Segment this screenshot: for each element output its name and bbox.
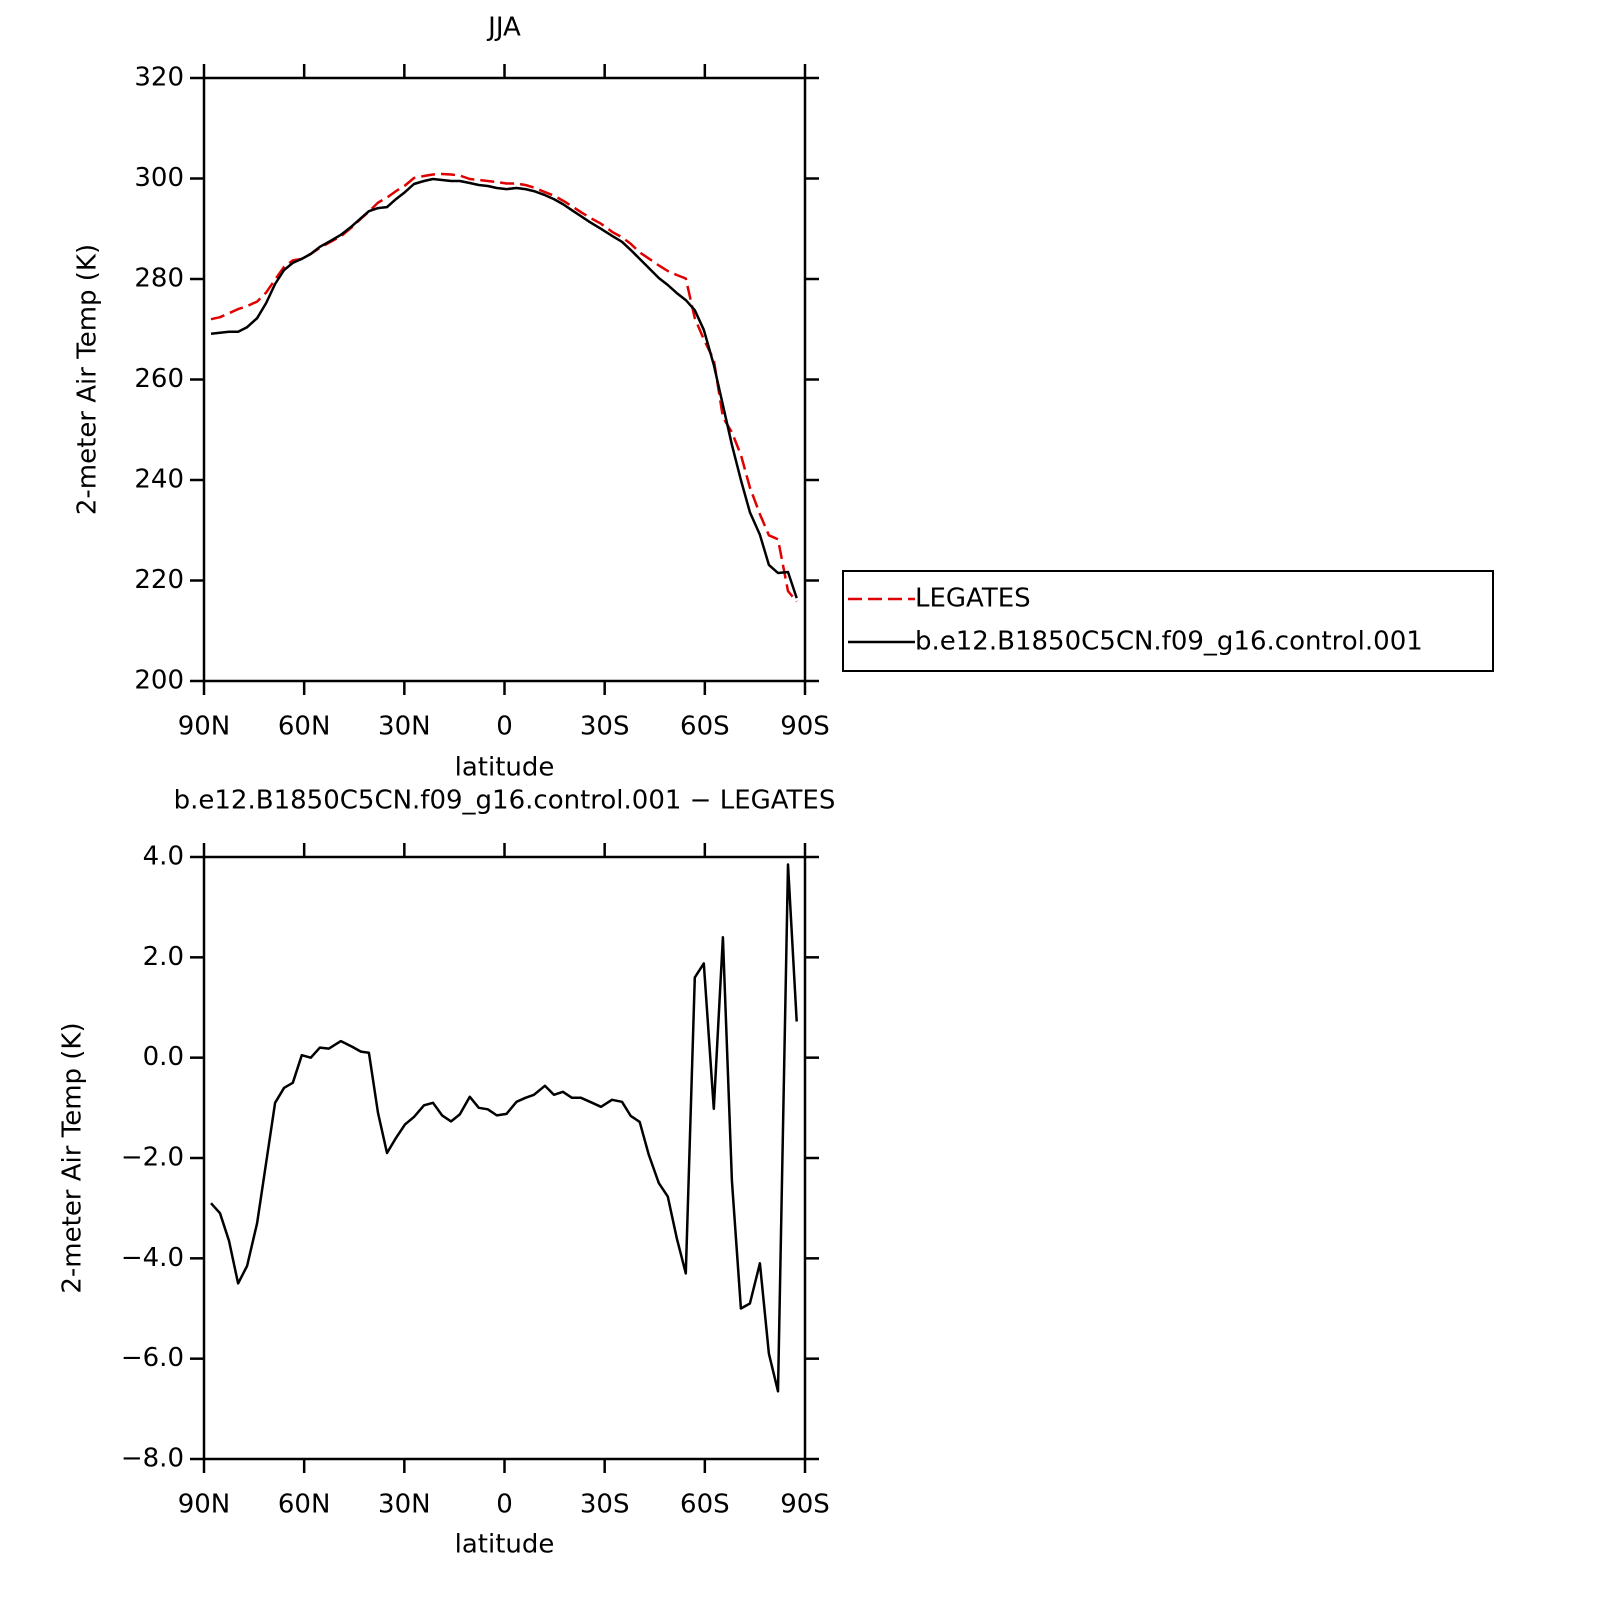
plot-frame bbox=[202, 855, 807, 1461]
x-tick-label: 90S bbox=[780, 712, 830, 742]
x-tick-label: 60S bbox=[680, 1490, 730, 1520]
chart-title: JJA bbox=[486, 13, 521, 43]
x-tick-label: 30N bbox=[378, 1490, 431, 1520]
x-tick-label: 0 bbox=[496, 1490, 513, 1520]
x-tick-label: 60N bbox=[278, 1490, 331, 1520]
y-tick-label: 240 bbox=[134, 465, 184, 495]
legend-box bbox=[842, 570, 1494, 672]
x-axis-label: latitude bbox=[455, 1530, 555, 1560]
y-tick-label: 220 bbox=[134, 565, 184, 595]
y-axis-label: 2-meter Air Temp (K) bbox=[73, 244, 103, 515]
x-tick-label: 90N bbox=[178, 712, 231, 742]
x-tick-label: 90S bbox=[780, 1490, 830, 1520]
y-tick-label: 320 bbox=[134, 63, 184, 93]
y-tick-label: −4.0 bbox=[121, 1243, 184, 1273]
y-tick-label: 0.0 bbox=[143, 1042, 184, 1072]
y-tick-label: 200 bbox=[134, 666, 184, 696]
plot-frame bbox=[202, 76, 807, 683]
x-tick-label: 0 bbox=[496, 712, 513, 742]
chart-title: b.e12.B1850C5CN.f09_g16.control.001 − LE… bbox=[174, 786, 836, 816]
x-tick-label: 30S bbox=[580, 712, 630, 742]
y-tick-label: 2.0 bbox=[143, 942, 184, 972]
x-tick-label: 30S bbox=[580, 1490, 630, 1520]
x-tick-label: 90N bbox=[178, 1490, 231, 1520]
x-tick-label: 30N bbox=[378, 712, 431, 742]
y-tick-label: 280 bbox=[134, 264, 184, 294]
y-tick-label: 260 bbox=[134, 364, 184, 394]
legend-label: LEGATES bbox=[915, 584, 1031, 614]
y-tick-label: −6.0 bbox=[121, 1343, 184, 1373]
x-axis-label: latitude bbox=[455, 753, 555, 783]
x-tick-label: 60S bbox=[680, 712, 730, 742]
x-tick-label: 60N bbox=[278, 712, 331, 742]
y-tick-label: 300 bbox=[134, 163, 184, 193]
y-tick-label: −8.0 bbox=[121, 1444, 184, 1474]
y-tick-label: −2.0 bbox=[121, 1143, 184, 1173]
y-tick-label: 4.0 bbox=[143, 842, 184, 872]
data-line bbox=[210, 172, 798, 603]
legend-label: b.e12.B1850C5CN.f09_g16.control.001 bbox=[915, 627, 1423, 657]
data-line bbox=[210, 177, 798, 599]
y-axis-label: 2-meter Air Temp (K) bbox=[58, 1022, 88, 1293]
data-line bbox=[210, 863, 798, 1393]
